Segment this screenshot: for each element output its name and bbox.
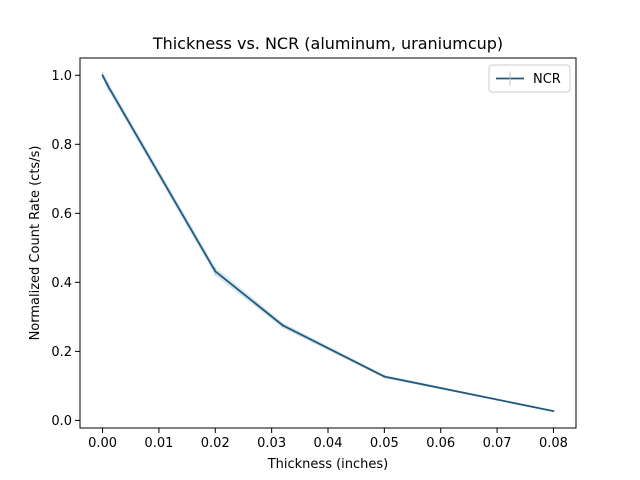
y-tick-label: 0.2 <box>51 345 72 360</box>
y-tick-label: 0.4 <box>51 276 72 291</box>
data-point <box>552 410 555 412</box>
x-tick-label: 0.01 <box>144 436 173 451</box>
y-axis: 0.0 0.2 0.4 0.6 0.8 1.0 <box>51 69 80 429</box>
series-layer <box>101 71 555 412</box>
x-axis-label: Thickness (inches) <box>267 457 389 472</box>
x-tick-label: 0.07 <box>483 436 512 451</box>
y-tick-label: 0.6 <box>51 207 72 222</box>
data-point <box>383 375 386 378</box>
x-tick-label: 0.00 <box>88 436 117 451</box>
data-point <box>107 85 110 88</box>
plot-frame <box>79 57 577 429</box>
legend: NCR <box>488 64 571 93</box>
chart-title: Thickness vs. NCR (aluminum, uraniumcup) <box>152 34 503 53</box>
x-tick-label: 0.02 <box>201 436 230 451</box>
legend-label-ncr: NCR <box>533 72 561 87</box>
x-tick-label: 0.05 <box>370 436 399 451</box>
y-tick-label: 0.8 <box>51 138 72 153</box>
plot-area <box>80 58 576 428</box>
x-tick-label: 0.08 <box>539 436 568 451</box>
x-tick-label: 0.04 <box>314 436 343 451</box>
y-tick-label: 1.0 <box>51 69 72 84</box>
y-tick-label: 0.0 <box>51 414 72 429</box>
y-axis-label: Normalized Count Rate (cts/s) <box>28 146 43 341</box>
x-tick-label: 0.06 <box>426 436 455 451</box>
data-point <box>214 270 217 273</box>
x-tick-label: 0.03 <box>257 436 286 451</box>
plot-background <box>80 58 576 428</box>
data-point <box>282 324 284 327</box>
series-line-ncr <box>101 74 554 412</box>
data-point <box>101 74 104 77</box>
legend-box <box>488 64 571 93</box>
x-axis: 0.00 0.01 0.02 0.03 0.04 0.05 0.06 0.07 0.08 <box>88 428 568 451</box>
